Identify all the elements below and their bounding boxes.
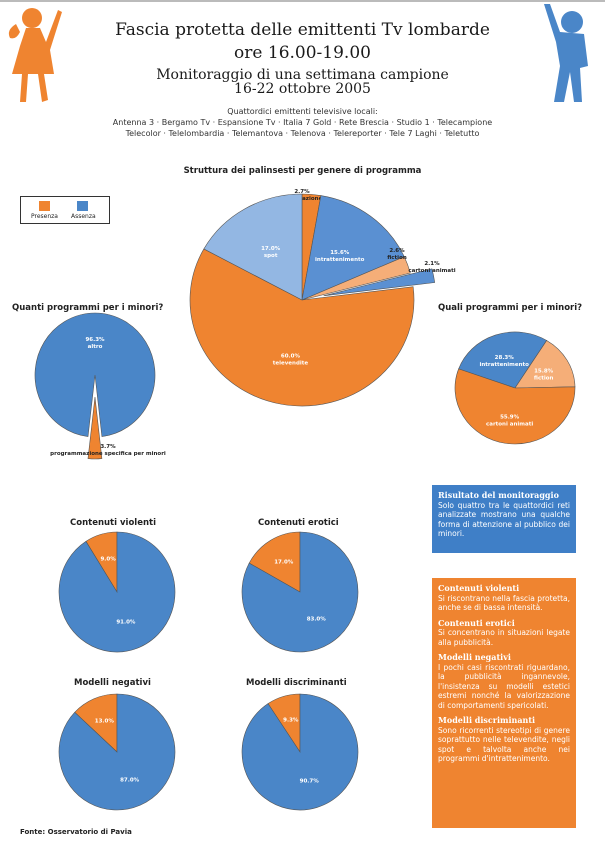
- main-title: Fascia protetta delle emittenti Tv lomba…: [115, 20, 490, 40]
- discriminating-slice-assenza: [241, 693, 359, 811]
- how-many-chart-title: Quanti programmi per i minori?: [12, 303, 164, 313]
- legend-swatch-presence: [39, 201, 50, 211]
- finding-heading: Contenuti erotici: [438, 617, 515, 628]
- boy-silhouette-icon: [544, 4, 588, 102]
- violent-value-label: 9.0%: [100, 556, 116, 562]
- finding-heading: Modelli discriminanti: [438, 715, 536, 725]
- structure-value-label: 17.0%: [261, 246, 281, 252]
- erotic-pie: 17.0% 83.0%: [241, 531, 359, 653]
- which-category-label: cartoni animati: [486, 421, 533, 427]
- findings-box: Contenuti violenti Si riscontrano nella f…: [432, 578, 576, 828]
- violent-chart-title: Contenuti violenti: [70, 518, 156, 528]
- discriminating-pie: 9.3% 90.7%: [241, 693, 359, 811]
- stations-list-1: Antenna 3 · Bergamo Tv · Espansione Tv ·…: [112, 118, 493, 127]
- structure-value-label: 60.0%: [281, 353, 301, 359]
- stations-intro: Quattordici emittenti televisive locali:: [227, 107, 378, 116]
- structure-slice-fiction: [301, 256, 411, 301]
- result-text: Solo quattro tra le quattordici reti ana…: [438, 500, 570, 539]
- structure-value-label: 2.6%: [389, 248, 405, 254]
- structure-value-label: 15.6%: [330, 250, 350, 256]
- structure-value-label: 2.7%: [294, 189, 310, 195]
- structure-pie: 2.7%informazione15.6%intrattenimento2.6%…: [189, 189, 456, 407]
- time-slot-title: ore 16.00-19.00: [234, 43, 371, 63]
- structure-value-label: 2.1%: [424, 261, 440, 267]
- negative-value-label: 87.0%: [120, 777, 140, 783]
- legend-label-presence: Presenza: [31, 213, 58, 220]
- stations-list-2: Telecolor · Telelombardia · Telemantova …: [125, 129, 480, 138]
- erotic-value-label: 83.0%: [307, 616, 327, 622]
- structure-slice-spot: [203, 193, 303, 301]
- erotic-chart-title: Contenuti erotici: [258, 518, 339, 528]
- result-box: Risultato del monitoraggio Solo quattro …: [432, 485, 576, 553]
- date-range: 16-22 ottobre 2005: [234, 81, 371, 97]
- how_many-value-label: 96.3%: [85, 337, 105, 343]
- how_many-category-label: altro: [88, 344, 103, 350]
- which-slice-fiction: [514, 340, 576, 389]
- which-category-label: fiction: [534, 376, 554, 382]
- discriminating-value-label: 9.3%: [283, 717, 299, 723]
- legend-label-absence: Assenza: [71, 213, 96, 220]
- how_many-slice-programmazione-specifica-per-minori: [87, 396, 103, 460]
- discriminating-value-label: 90.7%: [300, 779, 320, 785]
- legend-swatch-absence: [77, 201, 88, 211]
- violent-slice-assenza: [58, 531, 176, 653]
- which-value-label: 55.9%: [500, 414, 520, 420]
- which-category-label: intrattenimento: [480, 362, 530, 368]
- how_many-slice-altro: [34, 312, 156, 437]
- legend: Presenza Assenza: [20, 196, 110, 224]
- structure-category-label: cartoni animati: [408, 268, 455, 274]
- finding-heading: Contenuti violenti: [438, 583, 520, 593]
- source-footer: Fonte: Osservatorio di Pavia: [20, 828, 132, 836]
- finding-text: I pochi casi riscontrati riguardano, la …: [438, 662, 570, 710]
- negative-value-label: 13.0%: [95, 719, 115, 725]
- structure-category-label: televendite: [273, 360, 309, 366]
- structure-slice-cartoni-animati: [323, 268, 436, 297]
- discriminating-chart-title: Modelli discriminanti: [246, 678, 347, 688]
- negative-chart-title: Modelli negativi: [74, 678, 151, 688]
- subtitle: Monitoraggio di una settimana campione: [156, 67, 449, 83]
- result-heading: Risultato del monitoraggio: [438, 490, 559, 500]
- structure-slice-intrattenimento: [301, 195, 405, 301]
- finding-text: Si riscontrano nella fascia protetta, an…: [438, 593, 570, 613]
- which-slice-cartoni-animati: [454, 368, 576, 445]
- structure-category-label: fiction: [387, 255, 407, 261]
- structure-category-label: spot: [264, 253, 278, 259]
- erotic-value-label: 17.0%: [274, 560, 294, 566]
- negative-slice-assenza: [58, 693, 176, 811]
- how_many-pie: 96.3%altro 3.7%programmazione specifica p…: [34, 312, 166, 460]
- how_many-category-label: programmazione specifica per minori: [50, 451, 166, 457]
- violent-value-label: 91.0%: [116, 620, 136, 626]
- girl-silhouette-icon: [8, 8, 62, 102]
- top-border: [0, 0, 605, 2]
- finding-heading: Modelli negativi: [438, 652, 511, 662]
- which-value-label: 28.3%: [495, 355, 515, 361]
- negative-pie: 13.0% 87.0%: [58, 693, 176, 811]
- which-slice-intrattenimento: [458, 331, 548, 389]
- erotic-slice-assenza: [241, 531, 359, 653]
- violent-pie: 9.0% 91.0%: [58, 531, 176, 653]
- which-pie: 28.3%intrattenimento 15.8%fiction 55.9%car…: [454, 331, 576, 445]
- finding-text: Si concentrano in situazioni legate alla…: [438, 628, 570, 647]
- structure-category-label: intrattenimento: [315, 257, 365, 263]
- finding-text: Sono ricorrenti stereotipi di genere sop…: [438, 725, 570, 764]
- which-chart-title: Quali programmi per i minori?: [438, 303, 583, 313]
- which-value-label: 15.8%: [534, 369, 554, 375]
- erotic-slice-presenza: [248, 531, 301, 593]
- structure-chart-title: Struttura dei palinsesti per genere di p…: [183, 166, 422, 176]
- how_many-value-label: 3.7%: [100, 444, 116, 450]
- structure-slice-televendite: [189, 248, 415, 407]
